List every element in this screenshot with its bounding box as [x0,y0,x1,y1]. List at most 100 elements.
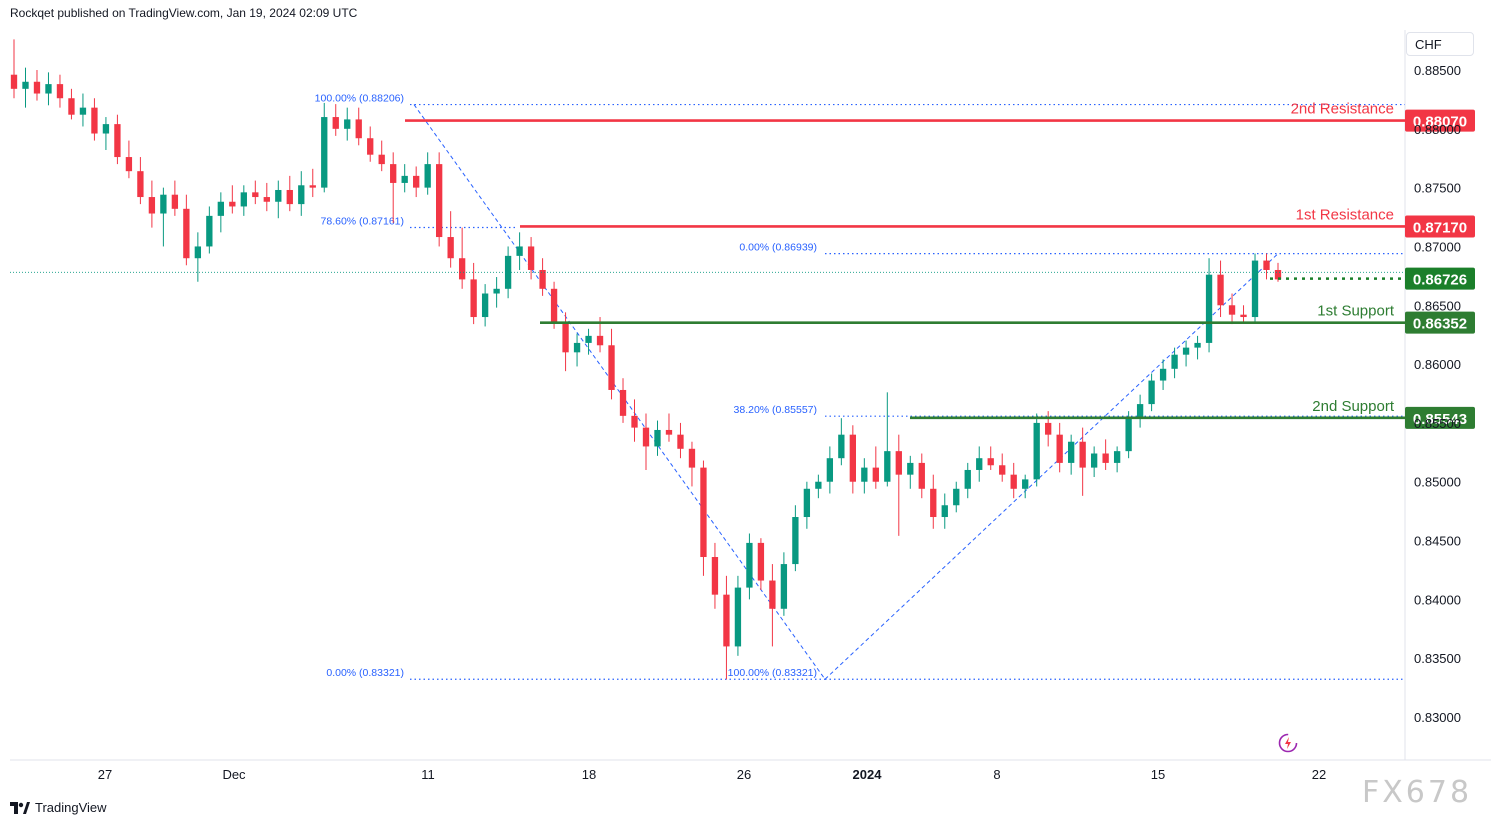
candle-body [240,192,247,207]
flash-icon[interactable] [1278,733,1298,753]
candle-body [861,467,868,482]
candle-body [895,451,902,475]
fib-level-label: 78.60% (0.87161) [321,216,404,228]
candle-body [838,434,845,459]
y-tick-label: 0.83000 [1414,710,1461,725]
candle-body [987,458,994,466]
candle-body [665,429,673,435]
candle-body [252,192,259,198]
x-tick-label: 27 [98,767,112,782]
candle-body [1090,453,1098,468]
candle-body [436,164,443,238]
candle-body [1136,404,1144,419]
levels-layer: 2nd Resistance 0.88070 1st Resistance 0.871… [10,101,1475,429]
candle-body [1205,274,1213,343]
level-label: 1st Resistance [1296,206,1394,223]
candle-body [413,175,420,188]
y-tick-label: 0.87000 [1414,239,1461,254]
price-tag [1405,406,1475,429]
publisher-line: Rockqet published on TradingView.com, Ja… [10,6,358,20]
candle-body [746,542,753,588]
candle-body [79,107,87,115]
price-tag [1405,311,1475,334]
y-tick-label: 0.83500 [1414,651,1461,666]
fib-trendline [413,104,826,680]
fib-level-label: 38.20% (0.85557) [734,404,817,416]
candle-body [1102,453,1109,463]
candle-body [619,389,627,416]
x-tick-label: 18 [582,767,596,782]
candle-body [1045,422,1052,435]
candle-body [1240,314,1247,318]
candle-body [1251,260,1259,318]
y-tick-label: 0.86000 [1414,357,1461,372]
candle-body [1228,305,1236,315]
price-tag-label: 0.88070 [1413,114,1467,131]
candle-body [332,117,339,129]
level-label: 1st Support [1317,303,1395,320]
candle-body [527,246,535,270]
candle-body [1217,274,1224,306]
candle-body [458,258,466,280]
candle-body [654,429,661,447]
candle-body [390,164,397,183]
candle-body [562,321,569,353]
grid-layer [10,30,1491,761]
x-tick-label: 22 [1312,767,1326,782]
candle-body [780,564,788,609]
fib-level-label: 0.00% (0.86939) [739,242,817,254]
x-tick-label: 2024 [853,767,883,782]
candle-body [1148,380,1155,405]
price-tag [1405,109,1475,132]
candle-body [930,488,937,518]
price-tag [1405,215,1475,238]
watermark: FX678 [1362,775,1473,810]
candle-body [677,434,684,449]
candle-body [803,488,811,518]
candle-body [1194,342,1201,348]
candle-body [1079,441,1086,468]
price-tag-label: 0.87170 [1413,219,1467,236]
candle-body [91,107,98,134]
candle-body [206,215,213,247]
candle-body [631,415,638,428]
candle-body [298,185,305,205]
x-tick-label: Dec [222,767,246,782]
candle-layer [10,39,1282,680]
candle-body [344,119,351,129]
candle-body [573,342,581,353]
candle-body [447,237,454,259]
level-label: 2nd Resistance [1291,101,1394,118]
axis-layer: 0.88500 0.88000 0.87500 0.87000 0.86500 0.860… [98,63,1461,782]
candle-body [792,517,799,565]
candle-body [160,194,167,214]
candle-body [1056,434,1063,463]
candle-body [769,580,776,609]
candle-body [286,189,293,205]
candle-body [539,269,546,289]
x-tick-label: 11 [421,767,435,782]
candle-body [1113,451,1121,463]
candle-body [585,335,592,343]
candle-body [1171,354,1178,369]
candle-body [700,467,707,558]
candle-body [964,469,971,489]
candle-body [33,81,41,94]
candle-body [424,164,431,188]
candle-body [217,201,224,216]
candle-body [849,434,856,482]
price-tag-label: 0.86352 [1413,316,1467,333]
candle-body [148,197,156,214]
candle-body [194,246,202,259]
y-tick-label: 0.84500 [1414,534,1461,549]
brand-footer[interactable]: TradingView [10,800,107,815]
candle-body [918,462,925,489]
candle-body [1033,422,1040,480]
candle-body [321,117,328,188]
candle-body [711,557,719,595]
candle-body [723,594,730,647]
y-tick-label: 0.87500 [1414,181,1461,196]
currency-selector[interactable]: CHF [1406,32,1474,56]
fib-level-label: 100.00% (0.88206) [315,93,404,105]
